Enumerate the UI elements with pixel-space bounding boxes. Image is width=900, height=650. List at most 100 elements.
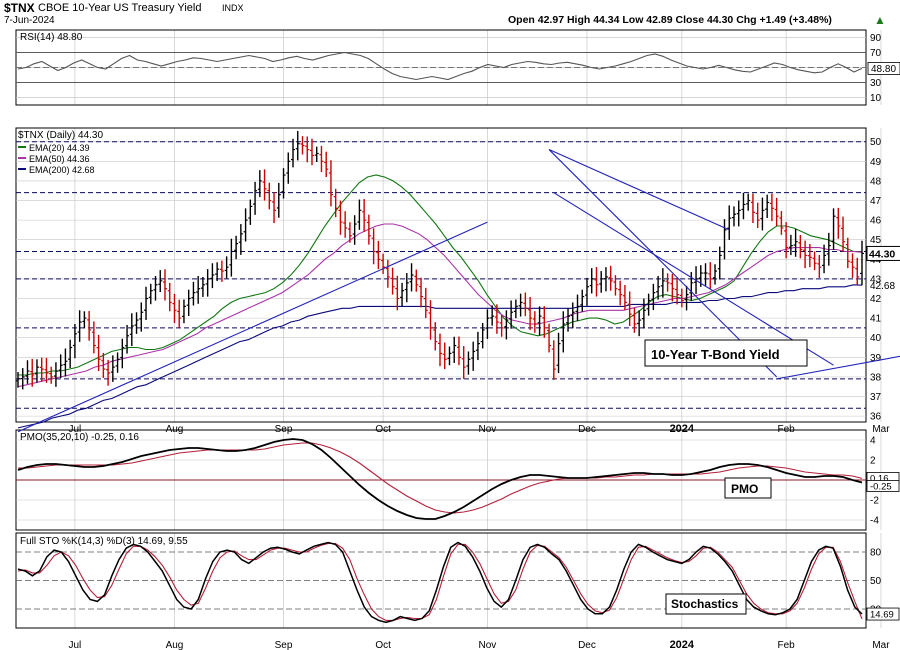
price-bar	[509, 300, 514, 329]
price-bar	[731, 206, 736, 227]
price-bar	[584, 277, 589, 306]
sto-d-line	[17, 542, 863, 621]
price-bar	[523, 292, 528, 317]
price-bar	[603, 267, 608, 292]
header-quote: Open 42.97 High 44.34 Low 42.89 Close 44…	[508, 14, 832, 26]
price-bar	[475, 331, 480, 361]
price-bar	[547, 323, 552, 353]
header-name: CBOE 10-Year US Treasury Yield	[38, 2, 202, 14]
x-tick-label: Oct	[375, 424, 391, 435]
price-bar	[385, 259, 390, 288]
price-bar	[438, 333, 442, 367]
price-y-tick: 37	[870, 392, 882, 403]
price-bar	[798, 235, 803, 259]
price-bar	[599, 271, 604, 293]
price-bar	[134, 312, 139, 334]
price-y-tick: 42	[870, 294, 882, 305]
price-bar	[637, 310, 642, 337]
price-bar	[580, 289, 585, 312]
rsi-y-tick: 70	[870, 48, 882, 59]
price-y-tick: 45	[870, 235, 882, 246]
price-bar	[162, 269, 167, 301]
price-bar	[96, 334, 101, 372]
price-bar	[305, 136, 310, 163]
price-bar	[44, 357, 49, 383]
pmo-value-box	[866, 480, 900, 492]
price-bar	[276, 182, 281, 218]
price-y-tick: 39	[870, 353, 882, 364]
price-bar	[404, 273, 409, 303]
price-bar	[366, 214, 371, 245]
pmo-y-tick: -4	[870, 516, 879, 527]
price-bar	[746, 193, 751, 211]
pmo-y-tick: 4	[870, 436, 876, 447]
price-bar	[82, 311, 87, 329]
price-bar	[779, 211, 784, 235]
price-bar	[357, 199, 362, 230]
price-bar	[362, 199, 367, 232]
annotation-box	[644, 339, 808, 367]
price-bar	[727, 205, 732, 240]
price-bar	[281, 168, 286, 199]
price-bar	[646, 293, 651, 316]
price-bar	[490, 305, 495, 326]
price-bar	[831, 208, 836, 251]
price-bar	[670, 273, 675, 302]
sto-box	[665, 593, 747, 615]
price-bar	[191, 281, 196, 306]
price-bar	[125, 324, 130, 354]
rsi-last-value-box	[867, 62, 900, 75]
price-bar	[20, 368, 25, 390]
price-bar	[566, 308, 571, 332]
price-bar	[291, 138, 296, 168]
price-bar	[656, 275, 661, 300]
price-bar	[660, 268, 665, 298]
price-bar	[442, 342, 447, 370]
price-bar	[395, 275, 400, 311]
price-bar	[855, 257, 860, 285]
price-title: $TNX (Daily) 44.30	[18, 130, 103, 141]
price-bar	[736, 200, 741, 227]
x-tick-label-bottom: Sep	[275, 640, 293, 650]
x-tick-label-bottom: Dec	[578, 640, 596, 650]
annotation-label: 10-Year T-Bond Yield	[651, 347, 780, 362]
x-tick-label: Dec	[578, 424, 596, 435]
price-bar	[215, 262, 220, 281]
price-bar	[841, 216, 846, 252]
pmo-title: PMO(35,20,10) -0.25, 0.16	[20, 432, 139, 443]
price-bar	[812, 251, 817, 271]
price-bar	[409, 263, 414, 292]
price-bar	[219, 260, 224, 282]
price-bar	[16, 372, 20, 388]
price-bar	[414, 269, 419, 292]
price-bar	[456, 336, 461, 366]
price-bar	[537, 306, 542, 336]
rsi-y-tick: 90	[870, 33, 882, 44]
pmo-signal-line	[18, 442, 863, 514]
price-bar	[101, 352, 106, 378]
rsi-title: RSI(14) 48.80	[20, 32, 83, 43]
price-bar	[300, 136, 305, 155]
price-bar	[528, 297, 533, 330]
price-bar	[708, 262, 713, 289]
sto-value-box	[866, 607, 900, 621]
ema20-line	[18, 174, 863, 376]
price-panel: 363738394041424344454647484950$TNX (Dail…	[16, 130, 900, 433]
price-bar	[314, 146, 319, 163]
trendline	[776, 355, 900, 380]
up-arrow-icon: ▲	[874, 13, 886, 27]
price-bar	[717, 246, 722, 280]
price-bar	[850, 253, 855, 278]
price-y-tick: 36	[870, 412, 882, 423]
price-bar	[618, 280, 623, 306]
price-bar	[286, 152, 291, 184]
last-price-label: 44.30	[869, 248, 895, 260]
price-bar	[177, 299, 182, 328]
price-bar	[30, 358, 35, 387]
price-bar	[684, 285, 689, 311]
price-bar	[845, 237, 850, 269]
sto-k-line	[17, 541, 863, 624]
x-tick-label-bottom: Oct	[375, 640, 391, 650]
